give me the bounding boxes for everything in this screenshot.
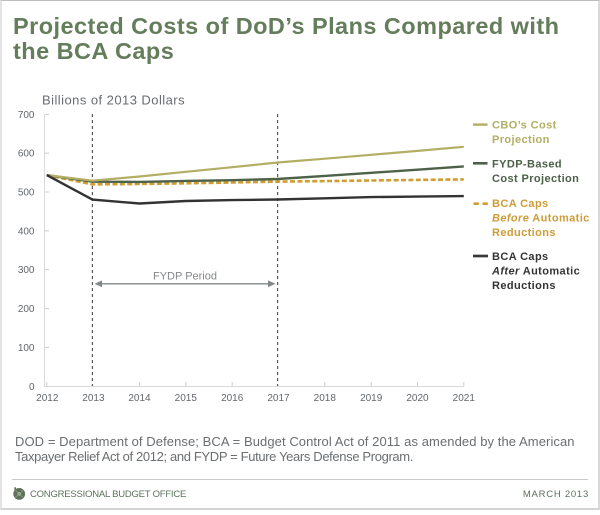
svg-text:Projection: Projection — [492, 134, 550, 146]
svg-text:300: 300 — [18, 265, 35, 276]
svg-text:2015: 2015 — [175, 393, 198, 404]
svg-text:500: 500 — [18, 188, 35, 199]
svg-text:700: 700 — [18, 110, 35, 121]
svg-text:CBO’s Cost: CBO’s Cost — [492, 120, 557, 132]
svg-text:2012: 2012 — [36, 393, 59, 404]
svg-text:2018: 2018 — [314, 393, 337, 404]
svg-text:Billions of 2013 Dollars: Billions of 2013 Dollars — [42, 93, 185, 108]
svg-text:BCA Caps: BCA Caps — [492, 251, 549, 263]
svg-text:2014: 2014 — [128, 393, 151, 404]
svg-text:After Automatic: After Automatic — [491, 265, 580, 277]
svg-text:600: 600 — [18, 149, 35, 160]
svg-text:2017: 2017 — [267, 393, 290, 404]
svg-text:Before Automatic: Before Automatic — [492, 213, 590, 225]
svg-text:2020: 2020 — [406, 393, 429, 404]
svg-text:2016: 2016 — [221, 393, 244, 404]
svg-text:2013: 2013 — [82, 393, 105, 404]
svg-text:2021: 2021 — [453, 393, 476, 404]
svg-text:FYDP Period: FYDP Period — [153, 271, 217, 283]
svg-text:Reductions: Reductions — [492, 227, 556, 239]
svg-text:Reductions: Reductions — [492, 280, 556, 292]
svg-text:FYDP-Based: FYDP-Based — [492, 158, 562, 170]
svg-text:200: 200 — [18, 304, 35, 315]
svg-text:Cost Projection: Cost Projection — [492, 173, 579, 185]
svg-text:2019: 2019 — [360, 393, 383, 404]
svg-text:400: 400 — [18, 226, 35, 237]
svg-text:100: 100 — [18, 343, 35, 354]
svg-text:BCA Caps: BCA Caps — [492, 198, 549, 210]
svg-text:0: 0 — [29, 382, 35, 393]
